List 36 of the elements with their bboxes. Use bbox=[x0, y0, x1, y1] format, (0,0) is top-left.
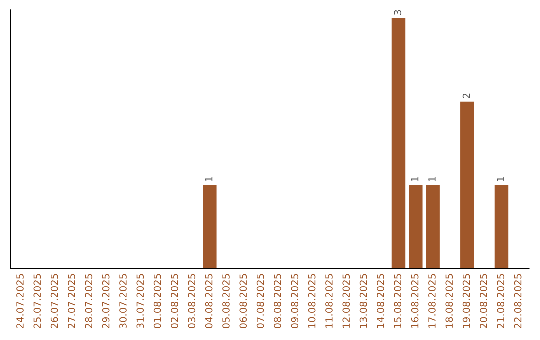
x-tick-label: 01.08.2025 bbox=[154, 274, 162, 328]
x-tick-label: 13.08.2025 bbox=[360, 274, 368, 328]
data-label: 1 bbox=[497, 177, 504, 182]
x-tick-label: 31.07.2025 bbox=[136, 274, 144, 328]
x-tick-label: 16.08.2025 bbox=[411, 274, 419, 328]
x-tick-label: 04.08.2025 bbox=[205, 274, 213, 328]
data-label: 3 bbox=[394, 10, 402, 16]
x-tick-label: 20.08.2025 bbox=[480, 274, 488, 328]
x-tick-label: 06.08.2025 bbox=[240, 274, 248, 328]
x-tick-label: 12.08.2025 bbox=[342, 274, 350, 328]
x-tick-label: 26.07.2025 bbox=[50, 274, 58, 328]
x-tick-label: 11.08.2025 bbox=[326, 274, 333, 328]
x-tick-label: 14.08.2025 bbox=[377, 274, 384, 328]
x-tick-label: 17.08.2025 bbox=[428, 274, 436, 328]
x-tick-label: 24.07.2025 bbox=[16, 274, 24, 328]
x-tick-label: 29.07.2025 bbox=[102, 274, 110, 328]
x-tick-label: 22.08.2025 bbox=[514, 274, 522, 328]
x-tick-label: 02.08.2025 bbox=[171, 274, 178, 328]
x-tick-label: 10.08.2025 bbox=[308, 274, 316, 328]
data-label: 2 bbox=[462, 94, 470, 98]
x-tick-label: 09.08.2025 bbox=[291, 274, 299, 328]
x-tick-label: 05.08.2025 bbox=[222, 274, 230, 328]
x-tick-label: 08.08.2025 bbox=[274, 274, 282, 328]
x-tick-label: 15.08.2025 bbox=[394, 274, 402, 328]
x-tick-label: 28.07.2025 bbox=[85, 274, 93, 328]
x-tick-label: 30.07.2025 bbox=[120, 274, 127, 328]
data-label: 1 bbox=[412, 177, 419, 182]
data-label: 1 bbox=[206, 177, 213, 182]
x-tick-label: 18.08.2025 bbox=[446, 274, 454, 328]
x-tick-label: 07.08.2025 bbox=[256, 274, 264, 328]
x-tick-label: 27.07.2025 bbox=[68, 274, 76, 328]
x-tick-label: 03.08.2025 bbox=[188, 274, 196, 328]
data-label: 1 bbox=[428, 177, 436, 182]
x-tick-label: 21.08.2025 bbox=[497, 274, 505, 328]
x-tick-label: 25.07.2025 bbox=[34, 274, 42, 328]
x-tick-label: 19.08.2025 bbox=[462, 274, 470, 328]
